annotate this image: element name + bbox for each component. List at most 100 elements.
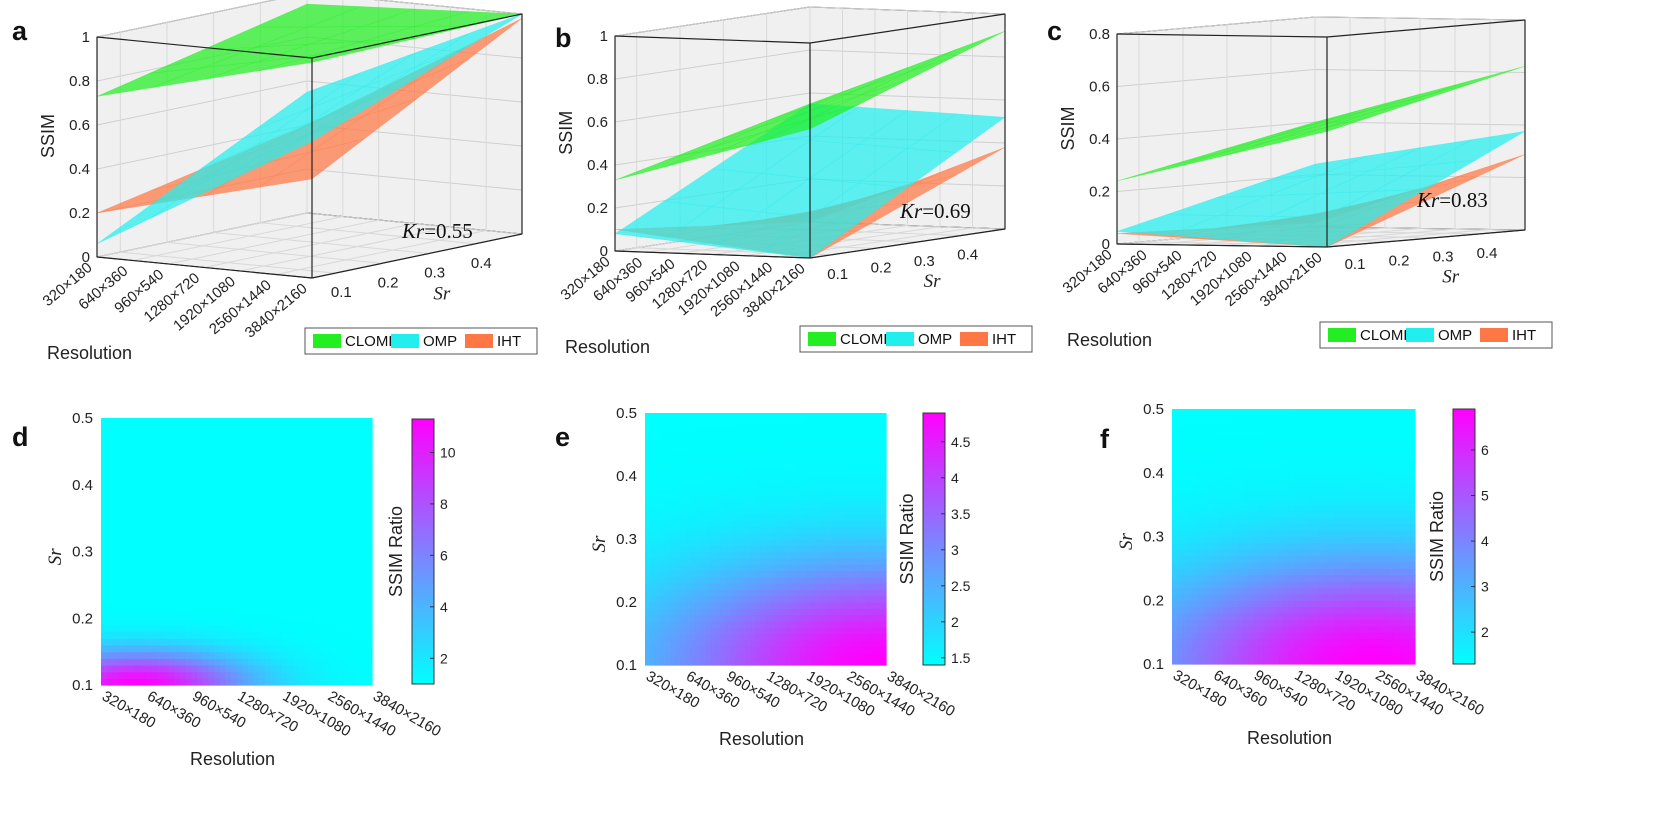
heatmap-cell	[1217, 606, 1224, 614]
heatmap-cell	[129, 471, 136, 479]
heatmap-cell	[820, 501, 827, 509]
heatmap-cell	[1237, 549, 1244, 557]
heatmap-cell	[1192, 466, 1198, 474]
grid-floor	[260, 222, 476, 245]
heatmap-cell	[685, 488, 691, 496]
heatmap-cell	[645, 570, 651, 578]
heatmap-cell	[355, 558, 362, 566]
heatmap-cell	[775, 602, 782, 609]
heatmap-cell	[665, 595, 671, 603]
heatmap-cell	[700, 658, 706, 666]
heatmap-cell	[134, 458, 142, 466]
heatmap-cell	[1187, 434, 1193, 442]
heatmap-cell	[805, 576, 812, 584]
heatmap-cell	[366, 678, 373, 686]
heatmap-cell	[191, 631, 198, 639]
heatmap-cell	[292, 424, 300, 432]
heatmap-cell	[106, 658, 113, 666]
heatmap-cell	[1237, 485, 1244, 493]
heatmap-cell	[1227, 530, 1234, 538]
heatmap-cell	[685, 450, 691, 458]
heatmap-cell	[225, 618, 232, 626]
heatmap-cell	[840, 526, 847, 534]
heatmap-cell	[755, 488, 762, 496]
heatmap-cell	[236, 544, 243, 553]
heatmap-cell	[770, 658, 777, 666]
heatmap-cell	[140, 444, 147, 452]
heatmap-cell	[101, 571, 108, 579]
heatmap-cell	[242, 604, 249, 613]
heatmap-cell	[259, 618, 266, 626]
heatmap-cell	[355, 478, 362, 486]
heatmap-cell	[360, 418, 367, 426]
heatmap-cell	[360, 444, 367, 452]
heatmap-cell	[146, 538, 153, 546]
heatmap-cell	[123, 558, 130, 566]
heatmap-cell	[242, 444, 249, 452]
heatmap-cell	[745, 614, 752, 622]
heatmap-cell	[875, 431, 882, 439]
heatmap-cell	[1192, 460, 1198, 467]
heatmap-cell	[123, 431, 130, 439]
heatmap-cell	[855, 476, 862, 483]
heatmap-cell	[321, 571, 328, 579]
heatmap-cell	[685, 513, 691, 521]
legend-swatch-omp	[1406, 328, 1434, 342]
heatmap-cell	[287, 451, 294, 459]
heatmap-cell	[287, 678, 294, 686]
heatmap-cell	[725, 627, 731, 635]
heatmap-cell	[366, 651, 373, 659]
heatmap-cell	[309, 578, 317, 586]
heatmap-cell	[830, 513, 837, 521]
heatmap-cell	[825, 513, 832, 521]
heatmap-cell	[219, 611, 226, 619]
heatmap-cell	[805, 526, 812, 534]
heatmap-cell	[850, 520, 857, 527]
heatmap-cell	[815, 576, 822, 584]
heatmap-cell	[685, 608, 691, 616]
colorbar	[411, 418, 435, 685]
heatmap-cell	[1258, 581, 1264, 589]
heatmap-cell	[1222, 600, 1229, 608]
heatmap-cell	[830, 639, 837, 647]
heatmap-cell	[1242, 530, 1249, 538]
heatmap-cell	[870, 602, 877, 609]
heatmap-cell	[795, 488, 802, 496]
heatmap-cell	[338, 431, 345, 439]
heatmap-cell	[1187, 600, 1193, 608]
heatmap-cell	[321, 591, 328, 599]
heatmap-cell	[700, 652, 706, 660]
heatmap-cell	[735, 425, 741, 433]
heatmap-cell	[117, 444, 125, 452]
heatmap-cell	[180, 471, 187, 479]
heatmap-cell	[112, 611, 119, 619]
heatmap-cell	[117, 591, 125, 599]
heatmap-cell	[309, 544, 317, 553]
heatmap-cell	[720, 570, 726, 578]
heatmap-cell	[825, 469, 832, 477]
heatmap-cell	[134, 498, 142, 506]
heatmap-cell	[1192, 498, 1198, 506]
heatmap-cell	[225, 624, 232, 633]
heatmap-cell	[835, 476, 842, 483]
heatmap-cell	[700, 557, 706, 565]
heatmap-cell	[1237, 581, 1244, 589]
heatmap-cell	[196, 478, 204, 486]
heatmap-cell	[820, 438, 827, 446]
heatmap-cell	[1182, 517, 1188, 525]
heatmap-cell	[287, 651, 294, 659]
heatmap-cell	[820, 557, 827, 565]
heatmap-cell	[755, 614, 762, 622]
heatmap-cell	[780, 457, 787, 464]
heatmap-cell	[157, 418, 164, 426]
heatmap-cell	[1207, 472, 1214, 480]
heatmap-cell	[840, 463, 847, 471]
heatmap-cell	[755, 419, 762, 427]
heatmap-cell	[180, 664, 187, 673]
heatmap-cell	[151, 584, 159, 593]
heatmap-cell	[287, 458, 294, 466]
heatmap-cell	[670, 476, 676, 483]
heatmap-cell	[870, 532, 877, 540]
heatmap-cell	[247, 544, 255, 553]
heatmap-cell	[1212, 485, 1219, 493]
